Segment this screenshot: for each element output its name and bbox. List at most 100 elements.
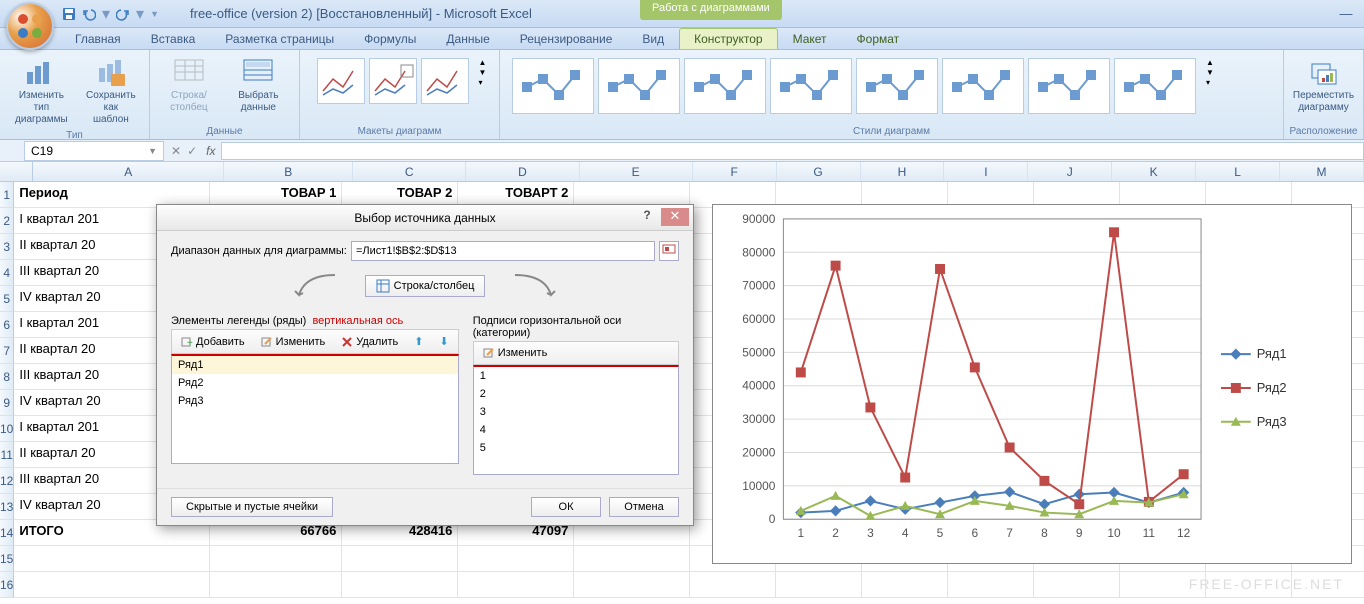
cell[interactable] xyxy=(948,572,1034,598)
switch-row-column-button[interactable]: Строка/столбец xyxy=(158,54,220,116)
select-data-button[interactable]: Выбрать данные xyxy=(226,54,291,116)
cell[interactable] xyxy=(210,546,342,572)
delete-series-button[interactable]: Удалить xyxy=(334,332,405,351)
tab-данные[interactable]: Данные xyxy=(431,28,504,49)
list-item[interactable]: 1 xyxy=(474,367,678,385)
column-header[interactable]: K xyxy=(1112,162,1196,181)
row-header[interactable]: 8 xyxy=(0,364,14,390)
series-list[interactable]: Ряд1Ряд2Ряд3 xyxy=(171,354,459,464)
cell[interactable] xyxy=(342,546,458,572)
minimize-button[interactable]: — xyxy=(1336,6,1356,22)
row-header[interactable]: 11 xyxy=(0,442,14,468)
chart-style-thumb[interactable] xyxy=(856,58,938,114)
tab-формулы[interactable]: Формулы xyxy=(349,28,431,49)
categories-list[interactable]: 12345 xyxy=(473,365,679,475)
help-button[interactable]: ? xyxy=(637,208,657,226)
change-chart-type-button[interactable]: Изменить тип диаграммы xyxy=(8,54,75,128)
cell[interactable] xyxy=(14,546,210,572)
gallery-down[interactable]: ▼ xyxy=(479,68,487,77)
column-header[interactable]: J xyxy=(1028,162,1112,181)
tab-разметка страницы[interactable]: Разметка страницы xyxy=(210,28,349,49)
hidden-cells-button[interactable]: Скрытые и пустые ячейки xyxy=(171,497,333,517)
list-item[interactable]: 3 xyxy=(474,403,678,421)
row-header[interactable]: 2 xyxy=(0,208,14,234)
chart-style-thumb[interactable] xyxy=(1114,58,1196,114)
name-box[interactable]: C19 ▼ xyxy=(24,141,164,161)
column-header[interactable]: E xyxy=(580,162,693,181)
move-up-button[interactable]: ⬆ xyxy=(407,332,430,351)
row-header[interactable]: 16 xyxy=(0,572,14,598)
row-header[interactable]: 14 xyxy=(0,520,14,546)
gallery-down[interactable]: ▼ xyxy=(1206,68,1214,77)
formula-input[interactable] xyxy=(221,142,1364,160)
chart-style-thumb[interactable] xyxy=(1028,58,1110,114)
row-header[interactable]: 3 xyxy=(0,234,14,260)
row-header[interactable]: 1 xyxy=(0,182,14,208)
column-header[interactable]: A xyxy=(33,162,224,181)
fx-icon[interactable]: fx xyxy=(206,144,215,158)
row-header[interactable]: 4 xyxy=(0,260,14,286)
column-header[interactable]: B xyxy=(224,162,353,181)
row-header[interactable]: 5 xyxy=(0,286,14,312)
tab-главная[interactable]: Главная xyxy=(60,28,136,49)
tab-вид[interactable]: Вид xyxy=(627,28,679,49)
ok-button[interactable]: ОК xyxy=(531,497,601,517)
row-header[interactable]: 13 xyxy=(0,494,14,520)
column-header[interactable]: H xyxy=(861,162,945,181)
add-series-button[interactable]: +Добавить xyxy=(174,332,252,351)
cell[interactable] xyxy=(1034,572,1120,598)
select-all-corner[interactable] xyxy=(0,162,33,181)
row-header[interactable]: 6 xyxy=(0,312,14,338)
column-header[interactable]: C xyxy=(353,162,466,181)
tab-формат[interactable]: Формат xyxy=(842,28,915,49)
list-item[interactable]: 5 xyxy=(474,439,678,457)
undo-icon[interactable] xyxy=(80,5,98,23)
chart-style-thumb[interactable] xyxy=(684,58,766,114)
enter-icon[interactable]: ✓ xyxy=(187,144,197,158)
gallery-up[interactable]: ▲ xyxy=(1206,58,1214,67)
gallery-more[interactable]: ▾ xyxy=(479,78,487,87)
tab-макет[interactable]: Макет xyxy=(778,28,842,49)
list-item[interactable]: 4 xyxy=(474,421,678,439)
swap-row-col-button[interactable]: Строка/столбец xyxy=(365,275,486,297)
edit-categories-button[interactable]: Изменить xyxy=(476,344,555,362)
cell[interactable] xyxy=(458,546,574,572)
row-header[interactable]: 10 xyxy=(0,416,14,442)
chart-style-thumb[interactable] xyxy=(512,58,594,114)
chart-styles-gallery[interactable] xyxy=(508,54,1200,118)
redo-icon[interactable] xyxy=(114,5,132,23)
cell[interactable] xyxy=(210,572,342,598)
tab-конструктор[interactable]: Конструктор xyxy=(679,28,777,49)
data-range-input[interactable] xyxy=(351,241,655,261)
office-button[interactable] xyxy=(6,2,54,50)
qat-customize[interactable]: ▼ xyxy=(150,9,159,19)
move-down-button[interactable]: ⬇ xyxy=(432,332,455,351)
tab-вставка[interactable]: Вставка xyxy=(136,28,211,49)
save-icon[interactable] xyxy=(60,5,78,23)
cell[interactable] xyxy=(776,572,862,598)
list-item[interactable]: Ряд1 xyxy=(172,356,458,374)
row-header[interactable]: 7 xyxy=(0,338,14,364)
column-header[interactable]: L xyxy=(1196,162,1280,181)
chart-layouts-gallery[interactable] xyxy=(313,54,473,108)
column-header[interactable]: F xyxy=(693,162,777,181)
column-header[interactable]: D xyxy=(466,162,579,181)
range-picker-icon[interactable] xyxy=(659,241,679,261)
cell[interactable] xyxy=(574,572,690,598)
chart-style-thumb[interactable] xyxy=(770,58,852,114)
chart-style-thumb[interactable] xyxy=(598,58,680,114)
row-header[interactable]: 15 xyxy=(0,546,14,572)
column-header[interactable]: M xyxy=(1280,162,1364,181)
tab-рецензирование[interactable]: Рецензирование xyxy=(505,28,628,49)
dialog-title-bar[interactable]: Выбор источника данных ? ✕ xyxy=(157,205,693,231)
edit-series-button[interactable]: Изменить xyxy=(254,332,333,351)
save-template-button[interactable]: Сохранить как шаблон xyxy=(81,54,141,128)
column-header[interactable]: I xyxy=(944,162,1028,181)
list-item[interactable]: 2 xyxy=(474,385,678,403)
row-header[interactable]: 9 xyxy=(0,390,14,416)
cancel-icon[interactable]: ✕ xyxy=(171,144,181,158)
cell[interactable] xyxy=(690,572,776,598)
list-item[interactable]: Ряд3 xyxy=(172,392,458,410)
column-header[interactable]: G xyxy=(777,162,861,181)
cell[interactable] xyxy=(574,546,690,572)
